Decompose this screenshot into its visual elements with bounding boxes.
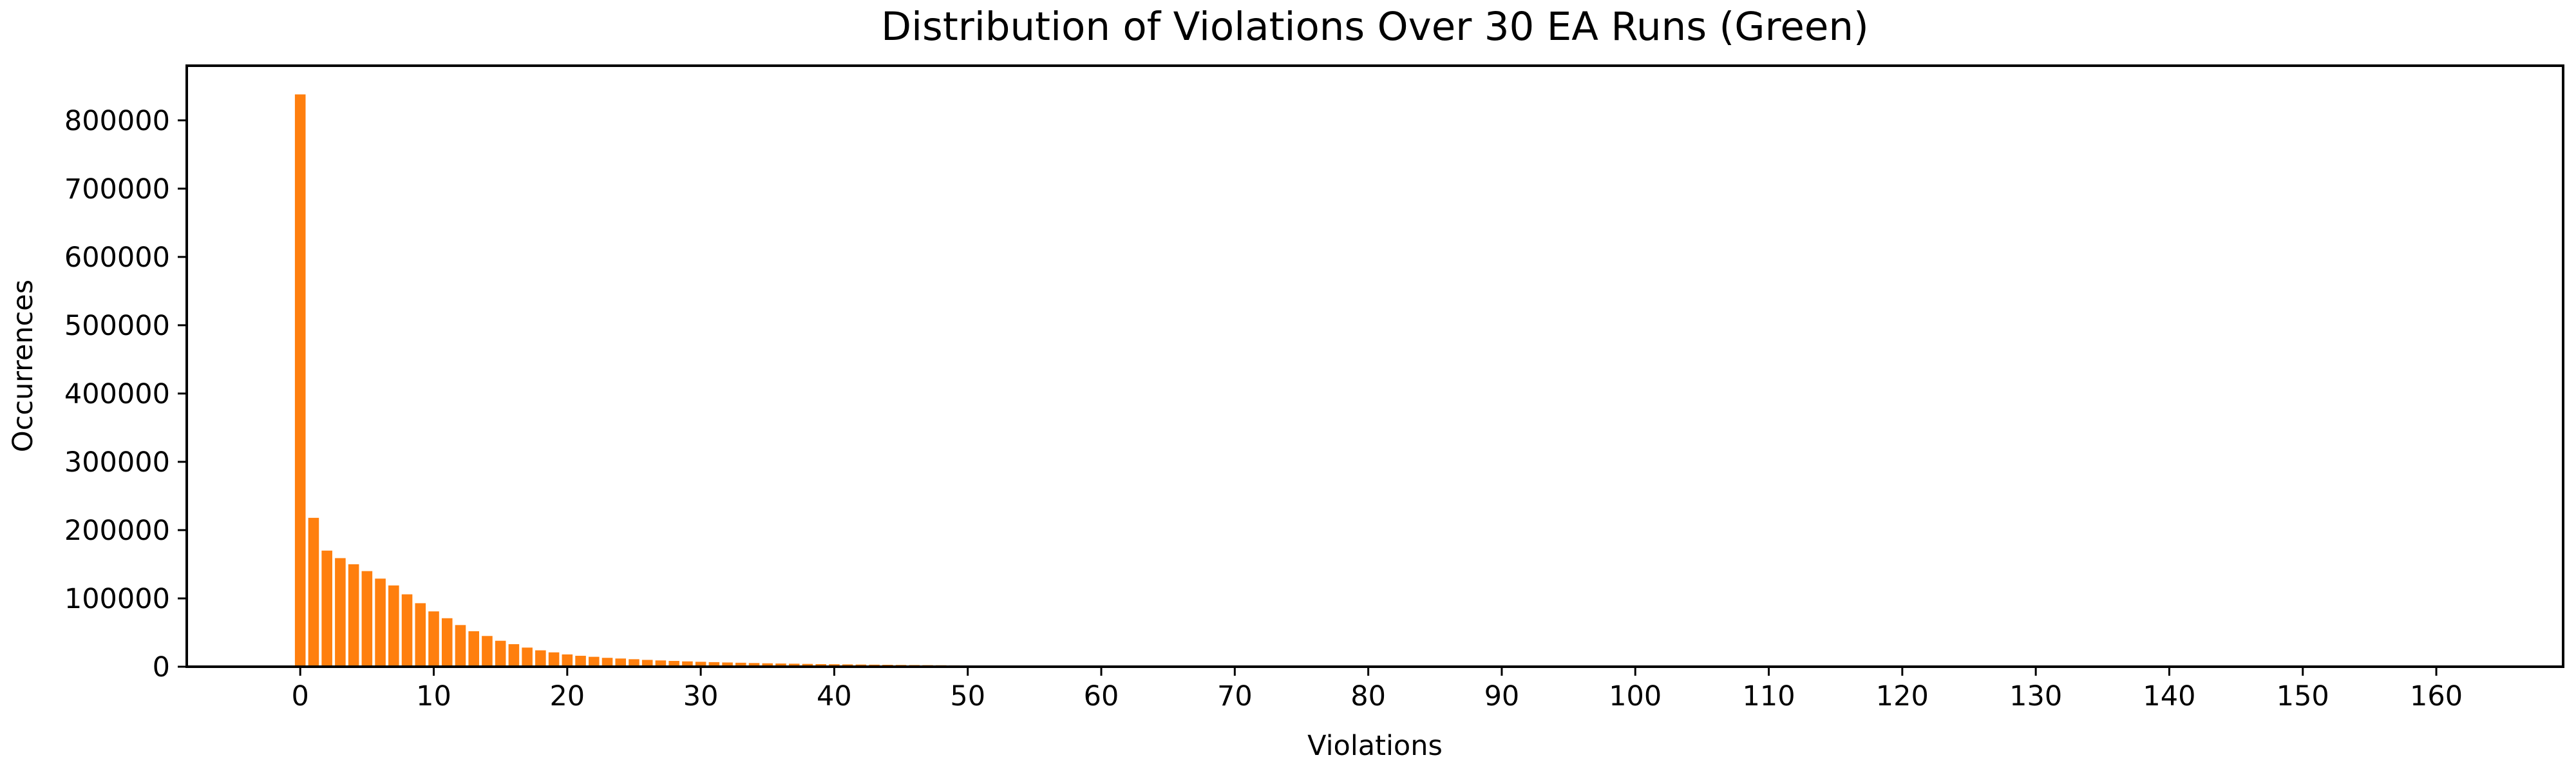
x-tick-label: 20 [549,680,585,712]
bar-34 [748,663,760,667]
x-tick-label: 130 [2009,680,2062,712]
bar-30 [695,662,706,667]
bar-16 [508,644,520,667]
bar-12 [455,625,466,667]
bar-7 [388,585,399,667]
bar-38 [802,663,813,667]
x-tick-label: 90 [1484,680,1520,712]
x-tick-label: 10 [416,680,451,712]
bar-24 [615,658,627,667]
bar-2 [321,550,332,667]
bar-25 [629,659,639,667]
y-axis-ticks: 0 100000 200000 300000 400000 500000 600000 700… [64,105,187,683]
x-tick-label: 0 [292,680,309,712]
bar-29 [682,661,693,667]
y-tick-label: 0 [153,651,170,683]
x-tick-label: 100 [1609,680,1662,712]
y-tick-label: 800000 [64,105,170,137]
bar-20 [562,654,573,667]
bar-9 [415,603,426,667]
x-tick-label: 150 [2277,680,2329,712]
bar-31 [708,662,720,667]
bar-3 [335,558,346,667]
y-tick-label: 600000 [64,242,170,274]
bar-5 [361,571,373,667]
bar-15 [495,640,506,667]
x-axis-ticks: 0 10 20 30 40 50 60 70 80 90 100 110 120 130 140 150 160 [292,667,2463,712]
x-tick-label: 80 [1350,680,1386,712]
y-tick-label: 700000 [64,173,170,205]
x-tick-label: 70 [1217,680,1253,712]
bar-28 [668,660,679,667]
bar-21 [575,656,586,667]
bar-11 [441,618,453,667]
bar-39 [815,663,826,667]
x-tick-label: 30 [683,680,719,712]
y-tick-label: 500000 [64,310,170,342]
bars-group [294,94,1240,667]
chart-title: Distribution of Violations Over 30 EA Ru… [881,4,1869,50]
bar-26 [641,660,653,667]
bar-8 [401,594,413,667]
bar-13 [468,631,479,667]
bar-32 [722,662,733,667]
x-tick-label: 60 [1084,680,1119,712]
bar-22 [588,656,600,667]
bar-6 [375,578,386,667]
x-tick-label: 160 [2410,680,2463,712]
x-axis-label: Violations [1307,730,1443,762]
bar-23 [601,658,613,667]
plot-frame [185,64,2564,668]
bar-17 [522,647,533,667]
bar-19 [548,652,560,667]
y-axis-label: Occurrences [7,280,39,452]
y-tick-label: 400000 [64,378,170,410]
bar-37 [788,663,800,667]
bar-0 [294,94,306,667]
x-tick-label: 50 [950,680,985,712]
x-tick-label: 110 [1743,680,1795,712]
bar-35 [762,663,773,667]
y-tick-label: 100000 [64,583,170,615]
bar-14 [482,636,493,667]
y-tick-label: 200000 [64,515,170,547]
bar-33 [735,662,746,667]
bar-36 [775,663,786,667]
y-tick-label: 300000 [64,446,170,479]
bar-18 [535,650,546,667]
bar-4 [348,564,359,667]
bar-1 [308,517,319,667]
x-tick-label: 140 [2143,680,2195,712]
x-tick-label: 40 [817,680,852,712]
bar-27 [655,660,667,667]
bar-10 [428,611,439,667]
x-tick-label: 120 [1876,680,1929,712]
